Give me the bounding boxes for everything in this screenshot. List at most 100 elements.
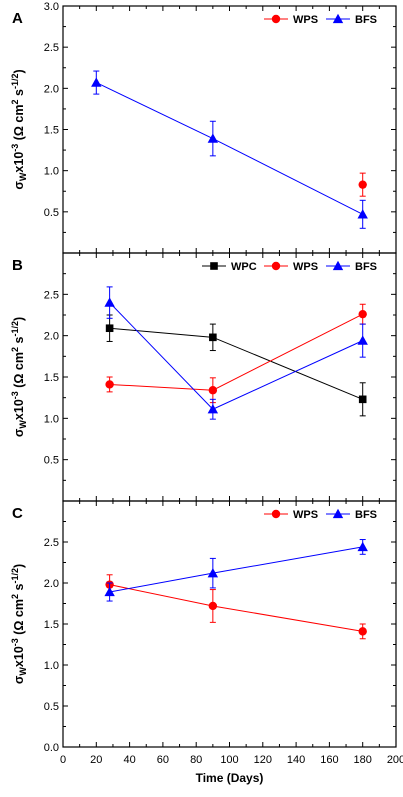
data-point (105, 380, 114, 389)
panel-c: C 0.0 0.5 1.0 1.5 2.0 2.5 σWx10-3 (Ω cm2 s-1/2)… (10, 500, 403, 785)
y-label-part: x10 (12, 646, 26, 667)
legend-marker (210, 262, 218, 270)
panel-letter: A (12, 10, 23, 27)
legend-marker (332, 13, 344, 24)
data-point (358, 309, 367, 319)
y-label-part: -3 (10, 144, 20, 152)
y-tick-label: 2.0 (44, 331, 59, 343)
y-label-part: (Ω cm (12, 599, 26, 638)
series-wpc (105, 314, 367, 417)
y-label-part: 2 (10, 594, 20, 599)
legend-label: BFS (355, 509, 377, 521)
legend-label: WPS (293, 261, 318, 273)
y-axis-label: σWx10-3 (Ω cm2 s-1/2) (10, 69, 28, 189)
x-tick-label: 100 (220, 754, 238, 766)
y-tick-label: 1.0 (44, 413, 59, 425)
series-line (109, 327, 363, 400)
data-point (357, 209, 368, 219)
legend-label: WPC (231, 261, 257, 273)
data-point (91, 77, 102, 87)
series-line (109, 313, 363, 391)
y-label-part: s (12, 89, 26, 99)
legend-label: BFS (355, 261, 377, 273)
plot-frame (62, 500, 397, 748)
series-line (109, 584, 363, 632)
legend-marker (271, 14, 281, 24)
data-point (208, 386, 218, 395)
data-point (208, 601, 218, 611)
y-tick-label: 0.5 (44, 701, 59, 713)
data-point (207, 567, 219, 578)
x-tick-label: 20 (90, 754, 102, 766)
x-tick-label: 180 (354, 754, 372, 766)
y-label-part: W (18, 172, 28, 181)
y-label-part: x10 (12, 399, 26, 420)
x-tick-label: 200 (387, 754, 403, 766)
x-tick-label: 60 (157, 754, 169, 766)
y-tick-label: 2.5 (44, 289, 59, 301)
legend: WPS BFS (264, 508, 377, 521)
y-tick-label: 1.0 (44, 660, 59, 672)
y-label-part: -1/2 (10, 321, 20, 337)
y-label-part: 2 (10, 99, 20, 104)
y-tick-label: 2.0 (44, 578, 59, 590)
data-point (358, 180, 367, 189)
plot-frame (62, 252, 397, 502)
y-label-part: ) (12, 564, 26, 568)
y-axis-label: σWx10-3 (Ω cm2 s-1/2) (10, 317, 28, 437)
y-tick-label: 0.5 (44, 207, 59, 219)
x-tick-label: 120 (254, 754, 272, 766)
y-label-part: (Ω cm (12, 352, 26, 391)
y-tick-label: 0.5 (44, 455, 59, 467)
plot-frame (62, 5, 397, 254)
x-tick-label: 0 (60, 754, 66, 766)
panel-letter: B (12, 257, 23, 274)
series-line (109, 302, 363, 410)
x-tick-label: 80 (190, 754, 202, 766)
y-label-part: σ (12, 428, 26, 437)
y-label-part: W (18, 420, 28, 429)
y-label-part: σ (12, 181, 26, 190)
legend-marker (332, 508, 344, 519)
series-bfs (104, 539, 368, 602)
series-line (96, 82, 363, 215)
y-tick-label: 2.5 (44, 537, 59, 549)
y-axis-label: σWx10-3 (Ω cm2 s-1/2) (10, 564, 28, 684)
panel-b: B 0.5 1.0 1.5 2.0 2.5 σWx10-3 (Ω cm2 s-1/2) WPC… (10, 252, 397, 502)
legend-marker (332, 260, 344, 271)
data-point (358, 627, 367, 636)
y-label-part: -1/2 (10, 74, 20, 90)
y-tick-label: 1.5 (44, 372, 59, 384)
series-bfs (91, 70, 368, 229)
data-point (104, 297, 115, 307)
legend-label: WPS (293, 509, 318, 521)
panel-letter: C (12, 505, 23, 522)
y-label-part: σ (12, 675, 26, 684)
y-label-part: -1/2 (10, 568, 20, 584)
data-point (357, 335, 368, 345)
y-label-part: s (12, 584, 26, 594)
data-point (207, 133, 219, 143)
legend-marker (271, 509, 281, 519)
series-wps (105, 303, 367, 404)
data-point (207, 404, 219, 414)
y-tick-label: 2.0 (44, 83, 59, 95)
y-tick-label: 2.5 (44, 42, 59, 54)
legend: WPS BFS (264, 13, 377, 26)
data-point (209, 333, 217, 342)
legend-label: WPS (293, 14, 318, 26)
y-label-part: (Ω cm (12, 105, 26, 144)
series-wps (358, 172, 367, 197)
y-tick-label: 1.0 (44, 166, 59, 178)
x-axis-label: Time (Days) (196, 771, 264, 785)
y-label-part: 2 (10, 347, 20, 352)
series-line (109, 546, 363, 593)
data-point (105, 324, 114, 333)
y-tick-label: 3.0 (44, 1, 59, 13)
y-tick-label: 0.0 (44, 742, 59, 754)
y-label-part: x10 (12, 152, 26, 173)
series-bfs (104, 286, 368, 420)
legend-label: BFS (355, 14, 377, 26)
